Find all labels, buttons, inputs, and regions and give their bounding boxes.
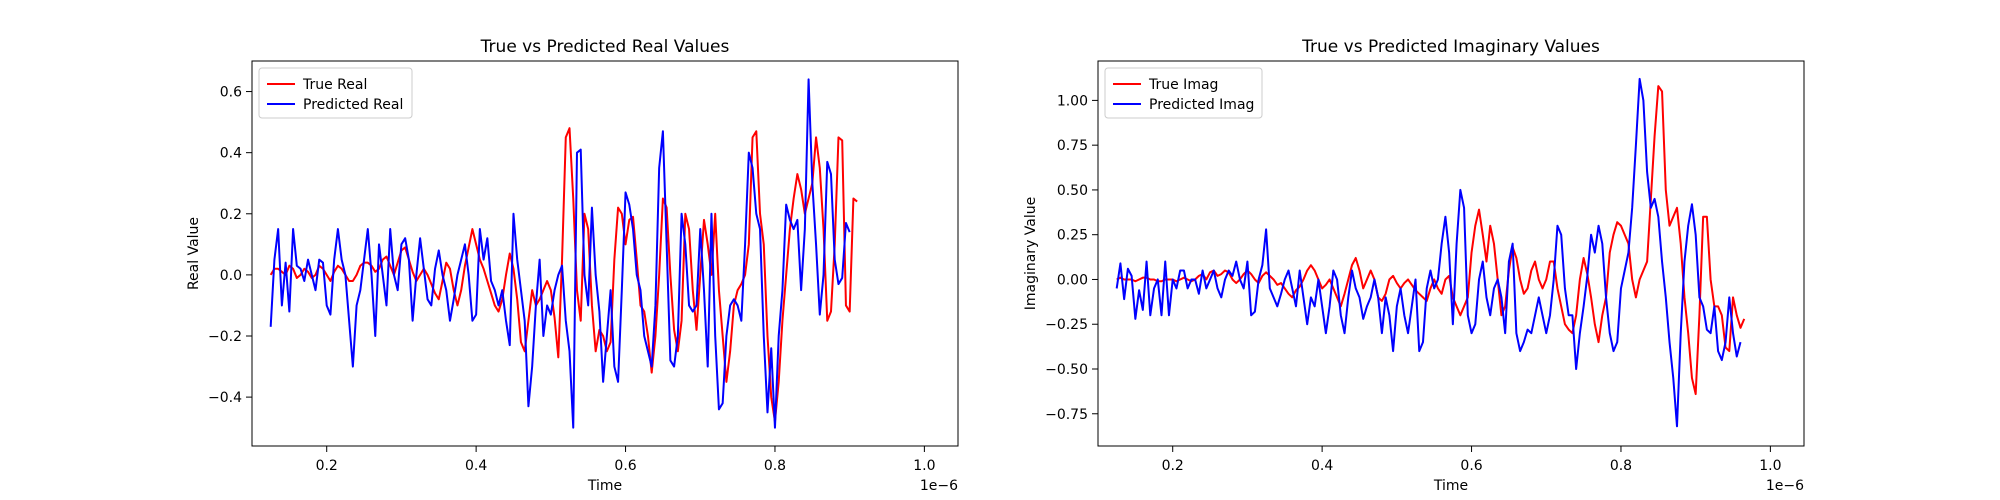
legend-label-1: True Imag [1148, 77, 1218, 93]
x-tick-label: 0.4 [465, 458, 487, 474]
x-axis-label: Time [1433, 478, 1468, 494]
y-tick-label: 0.50 [1057, 183, 1088, 199]
y-tick-label: 0.6 [220, 85, 242, 101]
series-line-1 [1116, 85, 1746, 396]
chart-1: 0.2 0.4 0.6 0.8 1.0 −0.4 −0.2 0.0 0.2 0.4 0.6 True … [186, 37, 959, 494]
y-tick-label: 0.0 [220, 268, 242, 284]
y-tick-label: 0.4 [220, 146, 242, 162]
x-tick-label: 1.0 [1759, 458, 1781, 474]
legend-box [258, 67, 413, 119]
chart-title: True vs Predicted Imaginary Values [1301, 37, 1600, 57]
axes-frame [1097, 60, 1805, 447]
legend-label-2: Predicted Imag [1149, 97, 1254, 113]
legend-box [1104, 67, 1263, 119]
series-line-2 [269, 78, 851, 429]
series-line-1 [269, 127, 858, 423]
legend: True Real Predicted Real [258, 67, 413, 119]
x-tick-label: 0.6 [1460, 458, 1482, 474]
x-tick-label: 0.8 [1610, 458, 1632, 474]
x-offset-label: 1e−6 [920, 478, 958, 494]
x-tick-label: 0.2 [316, 458, 338, 474]
y-tick-label: −0.75 [1045, 407, 1088, 423]
series-line-2 [1115, 77, 1742, 428]
legend: True Imag Predicted Imag [1104, 67, 1263, 119]
legend-label-2: Predicted Real [303, 97, 403, 113]
x-tick-label: 0.4 [1311, 458, 1333, 474]
y-tick-label: 1.00 [1057, 93, 1088, 109]
y-tick-label: −0.4 [208, 390, 242, 406]
y-tick-label: −0.50 [1045, 362, 1088, 378]
legend-label-1: True Real [302, 77, 367, 93]
x-offset-label: 1e−6 [1766, 478, 1804, 494]
x-tick-label: 0.6 [614, 458, 636, 474]
y-tick-label: −0.2 [208, 329, 242, 345]
chart-2: 0.2 0.4 0.6 0.8 1.0 −0.75 −0.50 −0.25 0.00 0.25 0.… [1023, 37, 1805, 494]
y-tick-label: −0.25 [1045, 317, 1088, 333]
axes-frame [251, 60, 959, 447]
y-axis-label: Real Value [186, 217, 202, 290]
y-axis-label: Imaginary Value [1023, 197, 1039, 311]
chart-title: True vs Predicted Real Values [480, 37, 730, 57]
y-tick-label: 0.25 [1057, 228, 1088, 244]
x-tick-label: 0.8 [764, 458, 786, 474]
y-tick-label: 0.75 [1057, 138, 1088, 154]
x-tick-label: 0.2 [1162, 458, 1184, 474]
y-tick-label: 0.00 [1057, 272, 1088, 288]
x-tick-label: 1.0 [913, 458, 935, 474]
y-tick-label: 0.2 [220, 207, 242, 223]
x-axis-label: Time [587, 478, 622, 494]
